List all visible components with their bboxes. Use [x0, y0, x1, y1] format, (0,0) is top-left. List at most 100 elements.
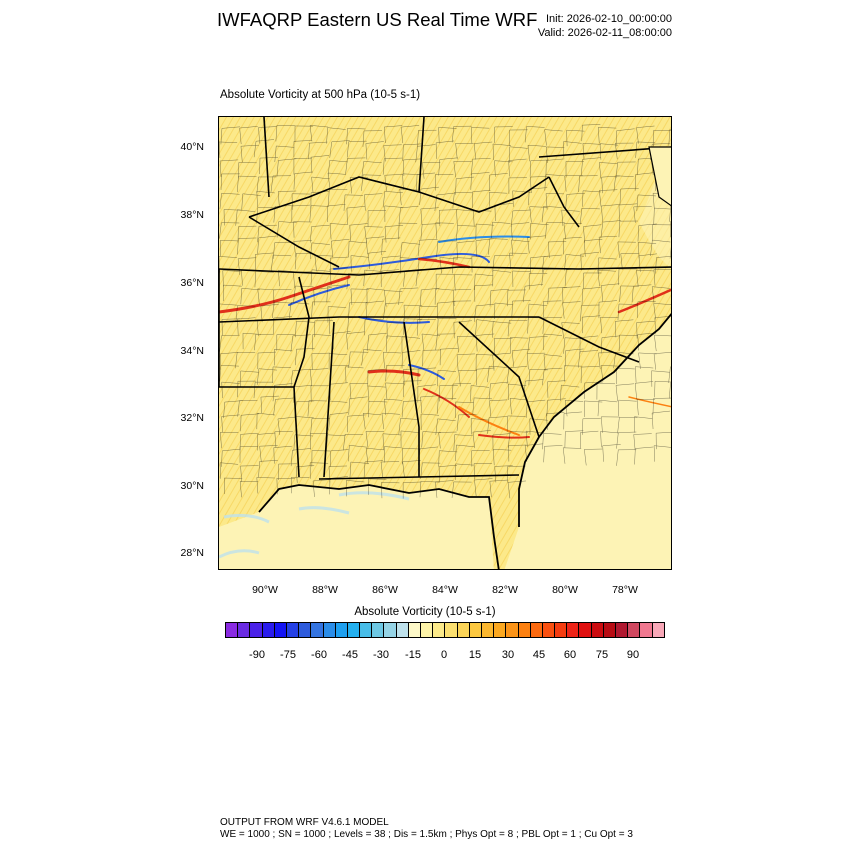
- county-line: [583, 272, 602, 289]
- county-line: [599, 162, 618, 179]
- model-info-line1: OUTPUT FROM WRF V4.6.1 MODEL: [220, 817, 389, 828]
- county-line: [579, 207, 600, 225]
- county-line: [398, 205, 419, 224]
- county-line: [544, 129, 563, 146]
- county-line: [562, 286, 581, 304]
- county-line: [278, 463, 297, 481]
- county-line: [272, 301, 293, 319]
- county-line: [238, 162, 257, 179]
- colorbar-swatch: [250, 623, 263, 637]
- county-line: [470, 172, 490, 190]
- county-line: [403, 158, 422, 176]
- county-line: [383, 302, 404, 320]
- county-line: [494, 203, 513, 222]
- county-line: [361, 349, 382, 366]
- county-line: [362, 130, 383, 147]
- county-line: [438, 431, 457, 449]
- county-line: [582, 190, 602, 207]
- county-line: [452, 288, 472, 307]
- mississippi-river: [293, 276, 310, 388]
- county-line: [564, 175, 583, 192]
- county-line: [638, 352, 657, 369]
- model-info-line2: WE = 1000 ; SN = 1000 ; Levels = 38 ; Di…: [220, 829, 633, 840]
- county-line: [221, 414, 240, 433]
- county-line: [326, 284, 346, 303]
- county-line: [522, 284, 544, 303]
- county-line: [542, 433, 562, 450]
- county-line: [473, 210, 492, 227]
- county-line: [456, 414, 477, 431]
- county-line: [582, 143, 601, 160]
- county-line: [566, 129, 585, 147]
- county-line: [361, 174, 382, 191]
- county-line: [488, 192, 508, 209]
- county-line: [437, 301, 456, 320]
- county-line: [489, 289, 509, 307]
- county-line: [402, 481, 422, 499]
- colorbar-swatch: [542, 623, 556, 637]
- county-line: [328, 412, 349, 431]
- county-line: [565, 161, 584, 178]
- county-line: [491, 221, 511, 239]
- county-line: [634, 446, 654, 465]
- county-line: [580, 430, 599, 449]
- county-line: [564, 430, 584, 448]
- county-line: [329, 476, 348, 495]
- plot-title: IWFAQRP Eastern US Real Time WRF: [217, 9, 538, 30]
- delmarva: [648, 146, 671, 207]
- county-line: [633, 433, 652, 451]
- county-line: [219, 365, 239, 382]
- county-line: [363, 460, 384, 478]
- county-line: [221, 318, 240, 336]
- county-line: [363, 269, 383, 287]
- county-line: [272, 383, 293, 402]
- county-line: [329, 140, 350, 158]
- county-line: [439, 257, 458, 274]
- county-line: [349, 223, 368, 242]
- colorbar-swatch: [226, 623, 239, 637]
- county-line: [366, 288, 385, 305]
- county-line: [345, 366, 364, 383]
- atlantic-ocean: [504, 314, 671, 569]
- county-line: [437, 318, 457, 335]
- county-line: [547, 380, 566, 398]
- county-line: [584, 448, 603, 466]
- county-line: [382, 433, 401, 450]
- county-line: [403, 380, 422, 398]
- county-line: [349, 383, 368, 400]
- lon-label-86: 86°W: [372, 584, 398, 596]
- county-line: [475, 319, 495, 336]
- county-line: [471, 256, 490, 273]
- county-line: [451, 125, 472, 143]
- county-line: [508, 177, 527, 194]
- county-line: [560, 384, 580, 402]
- county-line: [349, 177, 369, 194]
- county-line: [347, 414, 366, 433]
- colorbar-swatch: [396, 623, 409, 637]
- colorbar-swatch: [311, 623, 324, 637]
- county-line: [293, 157, 312, 175]
- county-line: [273, 349, 293, 366]
- county-line: [367, 210, 387, 227]
- county-line: [600, 220, 621, 239]
- county-line: [527, 336, 548, 354]
- county-line: [237, 380, 256, 398]
- colorbar-swatch: [506, 623, 519, 637]
- county-line: [653, 207, 671, 225]
- county-line: [327, 204, 346, 222]
- county-line: [439, 348, 459, 366]
- county-line: [417, 367, 437, 385]
- county-line: [327, 160, 348, 177]
- county-line: [288, 302, 310, 319]
- ms-al-border: [323, 321, 335, 478]
- county-line: [563, 411, 583, 430]
- county-line: [295, 416, 314, 433]
- county-line: [562, 447, 582, 464]
- county-line: [651, 410, 671, 430]
- county-line: [253, 381, 274, 399]
- county-line: [507, 480, 527, 499]
- county-line: [548, 241, 567, 258]
- county-line: [638, 253, 657, 272]
- county-line: [220, 173, 240, 190]
- county-line: [529, 206, 548, 223]
